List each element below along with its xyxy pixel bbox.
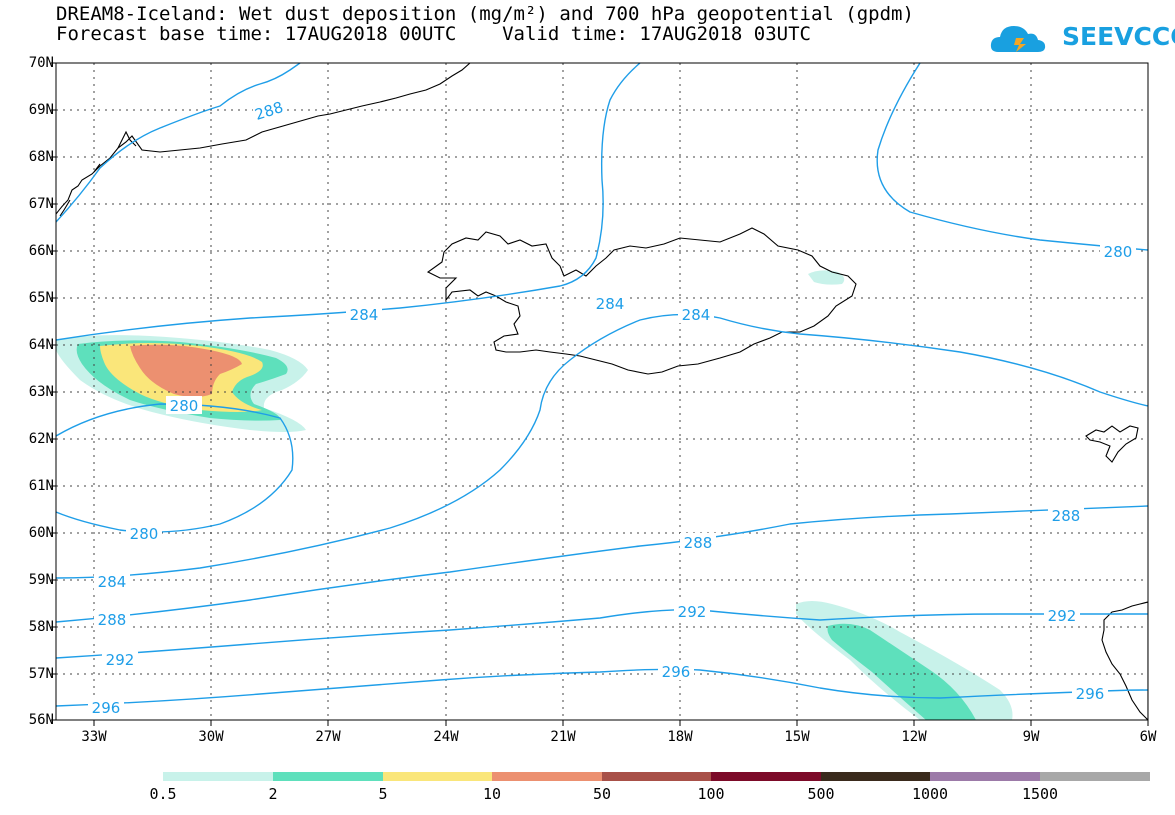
lon-label: 18W — [667, 729, 693, 745]
logo-text: SEEVCCC — [1062, 22, 1175, 51]
contour-label-group: 288 280 284 284 284 280 280 284 288 288 … — [88, 98, 1136, 717]
legend-label: 10 — [482, 785, 502, 803]
contour-280-northeast — [876, 63, 1148, 251]
contour-label: 280 — [1104, 243, 1133, 261]
contour-label: 280 — [170, 397, 199, 415]
contour-280-west — [56, 403, 294, 533]
seevccc-logo — [990, 26, 1046, 52]
lon-label: 33W — [81, 729, 107, 745]
contour-label: 288 — [1052, 507, 1081, 525]
lon-label: 27W — [315, 729, 341, 745]
legend-label: 2 — [268, 785, 278, 803]
contour-284-central — [56, 313, 1148, 579]
lat-label: 62N — [28, 431, 54, 447]
contour-label: 288 — [98, 611, 127, 629]
legend-swatch — [492, 772, 602, 781]
lat-label: 64N — [28, 337, 54, 353]
lat-label: 63N — [28, 384, 54, 400]
legend-label: 1500 — [1021, 785, 1059, 803]
dust-area-west-level4 — [130, 344, 242, 397]
legend-label: 100 — [697, 785, 725, 803]
legend-label: 50 — [592, 785, 612, 803]
legend-swatch — [163, 772, 273, 781]
contour-label: 296 — [92, 699, 121, 717]
contour-288-south — [56, 505, 1148, 623]
lat-label: 56N — [28, 712, 54, 728]
greenland-coast-detail — [59, 130, 137, 217]
legend-swatch — [273, 772, 383, 781]
contour-label: 284 — [596, 295, 625, 313]
contour-292 — [56, 608, 1148, 659]
legend-label: 1000 — [911, 785, 949, 803]
legend-swatch — [930, 772, 1040, 781]
map-subtitle: Forecast base time: 17AUG2018 00UTC Vali… — [56, 23, 811, 45]
legend-swatch — [383, 772, 492, 781]
contour-label: 284 — [98, 573, 127, 591]
iceland-coast — [426, 227, 857, 375]
legend-label: 5 — [378, 785, 388, 803]
lat-label: 69N — [28, 102, 54, 118]
lat-label: 58N — [28, 619, 54, 635]
legend-label: 0.5 — [149, 785, 177, 803]
greenland-coast — [56, 63, 471, 215]
dust-area-east-level1 — [808, 270, 845, 285]
contour-label: 280 — [130, 525, 159, 543]
lat-label: 66N — [28, 243, 54, 259]
contour-label: 284 — [350, 306, 379, 324]
contour-label: 288 — [684, 534, 713, 552]
contour-label: 296 — [662, 663, 691, 681]
lat-label: 70N — [28, 55, 54, 71]
legend-swatch — [711, 772, 821, 781]
lat-label: 67N — [28, 196, 54, 212]
contour-284-north — [56, 63, 641, 341]
map-frame — [51, 62, 1149, 726]
lat-label: 59N — [28, 572, 54, 588]
dust-area-southeast-level2 — [827, 623, 976, 720]
lon-label: 12W — [901, 729, 927, 745]
faroe-coast — [1085, 425, 1139, 463]
legend-swatch — [821, 772, 930, 781]
lon-label: 21W — [550, 729, 576, 745]
contour-label: 292 — [106, 651, 135, 669]
lat-label: 68N — [28, 149, 54, 165]
legend-label: 500 — [807, 785, 835, 803]
contour-label: 284 — [682, 306, 711, 324]
lon-label: 6W — [1139, 729, 1157, 745]
lat-label: 65N — [28, 290, 54, 306]
lightning-icon — [1014, 38, 1026, 52]
contour-label: 288 — [253, 98, 286, 124]
contour-288-northwest — [56, 63, 301, 223]
lat-label: 57N — [28, 666, 54, 682]
lon-label: 9W — [1022, 729, 1040, 745]
lon-label: 30W — [198, 729, 224, 745]
contour-label: 296 — [1076, 685, 1105, 703]
coastlines — [56, 63, 1148, 720]
legend-swatch — [602, 772, 711, 781]
dust-deposition-field — [56, 270, 1013, 720]
legend-swatch — [1040, 772, 1150, 781]
lat-label: 61N — [28, 478, 54, 494]
lat-label: 60N — [28, 525, 54, 541]
contour-label: 292 — [678, 603, 707, 621]
lon-label: 24W — [433, 729, 459, 745]
lon-label: 15W — [784, 729, 810, 745]
scotland-coast — [1101, 601, 1148, 720]
contour-label: 292 — [1048, 607, 1077, 625]
map-title: DREAM8-Iceland: Wet dust deposition (mg/… — [56, 3, 914, 25]
